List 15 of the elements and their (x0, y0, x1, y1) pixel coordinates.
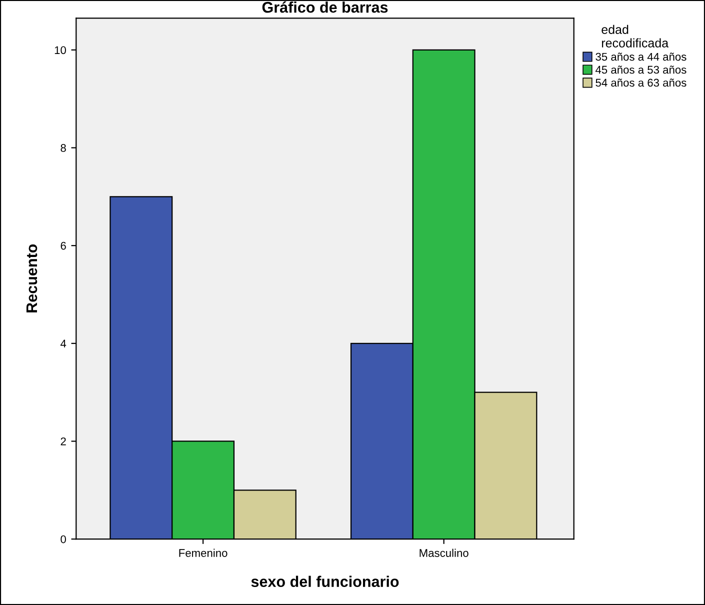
legend-label: 54 años a 63 años (596, 78, 686, 87)
y-tick-label: 2 (60, 438, 66, 446)
x-tick-label: Masculino (420, 548, 468, 557)
y-tick-label: 8 (60, 144, 66, 152)
chart-title: Gráfico de barras (262, 1, 388, 13)
y-tick-label: 0 (60, 535, 66, 544)
legend-label: 45 años a 53 años (596, 66, 686, 74)
y-tick-label: 10 (54, 46, 66, 54)
legend-title: edad recodificada (602, 24, 669, 48)
y-tick-label: 6 (60, 242, 66, 250)
y-tick-label: 4 (60, 340, 66, 348)
x-tick-label: Femenino (179, 548, 228, 557)
legend-label: 35 años a 44 años (596, 52, 686, 61)
y-axis-title: Recuento (26, 244, 38, 312)
x-axis-title: sexo del funcionario (251, 576, 399, 588)
